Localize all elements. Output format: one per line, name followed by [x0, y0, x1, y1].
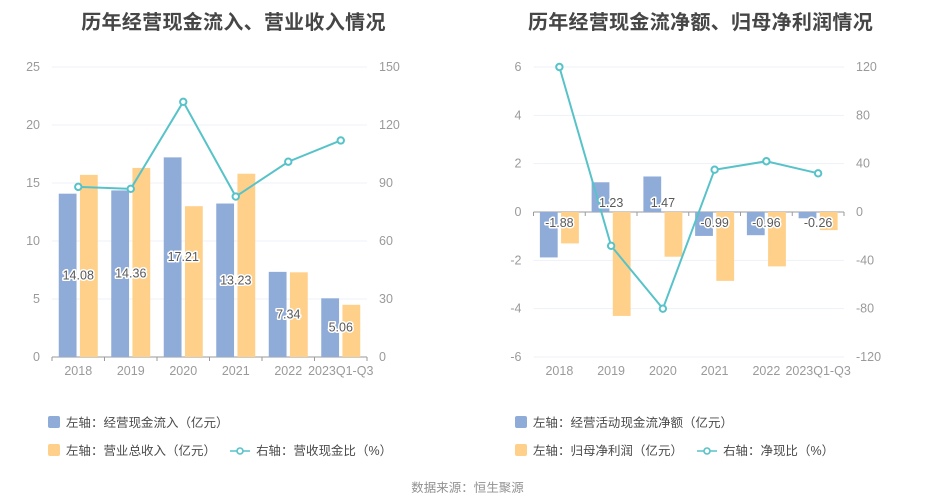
- svg-text:2019: 2019: [597, 364, 625, 378]
- svg-text:-0.96: -0.96: [752, 216, 781, 230]
- svg-text:6: 6: [515, 60, 522, 74]
- svg-text:15: 15: [26, 176, 40, 190]
- svg-text:1.47: 1.47: [651, 196, 675, 210]
- svg-text:7.34: 7.34: [276, 307, 300, 321]
- svg-text:0: 0: [856, 205, 863, 219]
- svg-text:0: 0: [379, 350, 386, 364]
- svg-text:13.23: 13.23: [220, 273, 251, 287]
- svg-text:-40: -40: [856, 253, 874, 267]
- svg-text:14.36: 14.36: [115, 267, 146, 281]
- svg-text:2022: 2022: [274, 364, 302, 378]
- svg-text:150: 150: [379, 60, 400, 74]
- svg-text:1.23: 1.23: [599, 196, 623, 210]
- svg-text:10: 10: [26, 234, 40, 248]
- svg-text:5.06: 5.06: [329, 321, 353, 335]
- svg-text:17.21: 17.21: [168, 250, 199, 264]
- svg-text:14.08: 14.08: [63, 268, 94, 282]
- svg-text:2022: 2022: [752, 364, 780, 378]
- svg-text:2018: 2018: [545, 364, 573, 378]
- svg-text:-0.99: -0.99: [700, 216, 729, 230]
- svg-text:20: 20: [26, 118, 40, 132]
- svg-text:80: 80: [856, 108, 870, 122]
- svg-text:2: 2: [515, 157, 522, 171]
- svg-text:-4: -4: [510, 302, 521, 316]
- svg-text:90: 90: [379, 176, 393, 190]
- svg-text:2023Q1-Q3: 2023Q1-Q3: [308, 364, 373, 378]
- svg-text:60: 60: [379, 234, 393, 248]
- svg-text:40: 40: [856, 157, 870, 171]
- svg-text:2023Q1-Q3: 2023Q1-Q3: [785, 364, 850, 378]
- svg-text:2021: 2021: [222, 364, 250, 378]
- svg-text:120: 120: [856, 60, 877, 74]
- svg-text:2019: 2019: [117, 364, 145, 378]
- svg-text:2018: 2018: [64, 364, 92, 378]
- svg-text:-0.26: -0.26: [804, 216, 833, 230]
- svg-text:-1.88: -1.88: [545, 216, 574, 230]
- svg-text:0: 0: [33, 350, 40, 364]
- svg-text:0: 0: [515, 205, 522, 219]
- svg-text:-120: -120: [856, 350, 881, 364]
- svg-text:25: 25: [26, 60, 40, 74]
- svg-text:-80: -80: [856, 302, 874, 316]
- svg-text:30: 30: [379, 292, 393, 306]
- svg-text:2021: 2021: [701, 364, 729, 378]
- svg-text:4: 4: [515, 108, 522, 122]
- svg-text:2020: 2020: [649, 364, 677, 378]
- svg-text:-6: -6: [510, 350, 521, 364]
- svg-text:2020: 2020: [169, 364, 197, 378]
- svg-text:5: 5: [33, 292, 40, 306]
- svg-text:-2: -2: [510, 253, 521, 267]
- svg-text:120: 120: [379, 118, 400, 132]
